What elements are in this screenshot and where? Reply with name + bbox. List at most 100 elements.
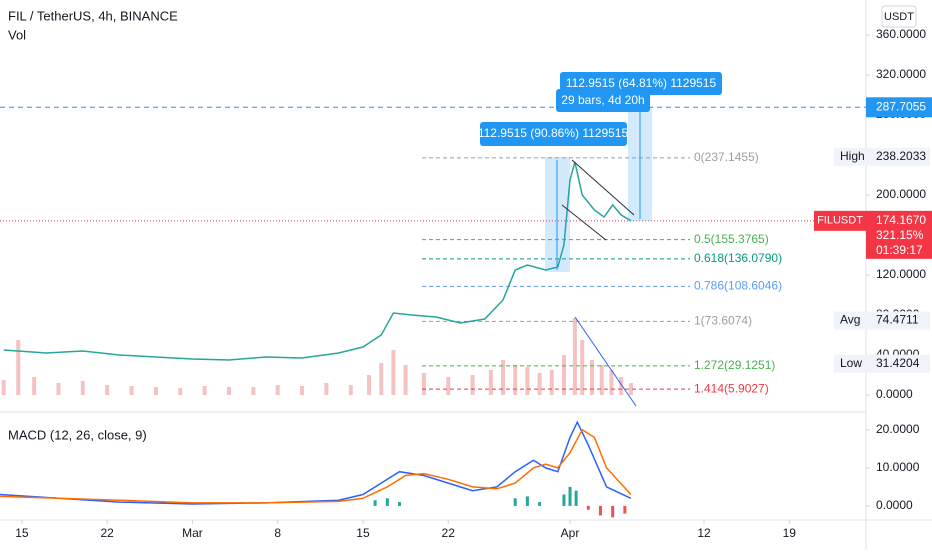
volume-bar [580,340,585,395]
x-tick-label: 12 [697,526,711,540]
x-tick-label: 15 [15,526,29,540]
macd-histogram [562,494,566,506]
volume-bar [470,375,475,395]
macd-histogram [586,505,590,510]
measure-text: 112.9515 (90.86%) 1129515 [478,126,629,140]
price-labels: 0.000040.000080.0000120.0000200.0000280.… [814,27,932,512]
price-label-name: Low [840,356,862,370]
macd-histogram [598,505,602,516]
volume-bar [403,365,408,395]
price-label-box [834,311,930,330]
measure-label [556,89,650,112]
last-price: 174.1670 [876,213,926,227]
target-box [866,97,932,118]
volume-bar [513,365,518,395]
last-change: 321.15% [876,228,924,242]
volume-bar [628,383,633,395]
x-tick-label: Apr [561,526,580,540]
macd-histogram [385,498,389,506]
price-label-value: 31.4204 [876,356,920,370]
series-line [0,428,632,504]
volume-title: Vol [8,27,26,42]
volume-bar [324,383,329,395]
y-tick-label: 0.0000 [876,387,913,401]
macd-histogram [373,500,377,506]
last-name-box [814,210,866,231]
volume-bar [56,383,61,395]
volume-bar [488,370,493,395]
price-label-name: Avg [840,313,860,327]
fib-label: 0.5(155.3765) [694,232,769,246]
target-label: 287.7055 [876,99,926,113]
volume-bar [226,387,231,395]
volume-bar [367,375,372,395]
x-tick-label: 19 [783,526,797,540]
macd-histogram [623,505,627,514]
volume-bar [391,350,396,395]
last-name: FILUSDT [817,215,863,227]
y-tick-label: 120.0000 [876,267,926,281]
fib-label: 1(73.6074) [694,314,752,328]
price-label-box [834,147,930,166]
trend-line [574,316,637,407]
macd-histogram [568,486,572,506]
x-tick-label: 15 [356,526,370,540]
macd-histogram [538,502,542,506]
x-tick-label: 8 [274,526,281,540]
trend-line [571,159,635,216]
measure-text: 112.9515 (64.81%) 1129515 [566,76,717,90]
volume-bar [501,360,506,395]
volume-bar [379,363,384,395]
fib-label: 1.414(5.9027) [694,381,769,395]
y-tick-label: 320.0000 [876,67,926,81]
plot: 15 22 Mar 8 15 22 Apr 12 19 0(237.1455) 0.5(155.37… [0,34,870,540]
y-tick-label: 0.0000 [876,498,913,512]
volume-bar [561,355,566,395]
volume-bar [16,340,21,395]
volume-bar [1,380,6,395]
macd-histogram [398,502,402,506]
fib-label: 0.786(108.6046) [694,279,782,293]
volume-bar [251,387,256,395]
macd-histogram [574,490,578,506]
volume-bar [80,381,85,395]
volume-bar [619,377,624,395]
last-price-box [866,210,932,259]
volume-bar [549,370,554,395]
x-tick-label: Mar [182,526,203,540]
volume-bar [572,318,577,395]
volume-bar [153,387,158,395]
measure-label [480,122,627,146]
macd-histogram [525,496,529,506]
macd-title: MACD (12, 26, close, 9) [8,427,147,442]
symbol-title: FIL / TetherUS, 4h, BINANCE [8,8,178,23]
price-label-value: 74.4711 [876,313,919,327]
volume-bar [105,385,110,395]
volume-bar [178,388,183,395]
price-label-value: 238.2033 [876,149,926,163]
fib-label: 0(237.1455) [694,150,759,164]
x-tick-label: 22 [442,526,456,540]
volume-bar [32,377,37,395]
currency-text: USDT [884,11,914,23]
volume-bar [589,360,594,395]
macd-histogram [611,505,615,518]
measure-text: 29 bars, 4d 20h [561,93,644,107]
currency-button[interactable] [881,5,917,28]
macd-histogram [513,498,517,506]
price-label-box [834,354,930,373]
last-countdown: 01:39:17 [876,243,923,257]
y-tick-label: 360.0000 [876,27,926,41]
x-tick-label: 22 [101,526,115,540]
y-tick-label: 10.0000 [876,460,920,474]
volume-bar [129,386,134,395]
y-tick-label: 20.0000 [876,422,920,436]
volume-bar [421,373,426,395]
volume-bar [300,386,305,395]
volume-bar [537,373,542,395]
volume-bar [275,385,280,395]
fib-label: 0.618(136.0790) [694,251,782,265]
volume-bar [599,365,604,395]
